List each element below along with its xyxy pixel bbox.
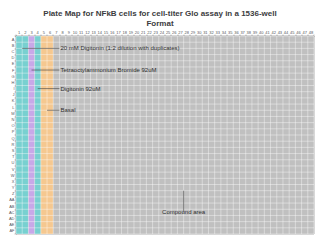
svg-text:4: 4 [37,30,40,35]
svg-text:AE: AE [9,222,15,227]
svg-text:21: 21 [141,30,146,35]
svg-text:20: 20 [135,30,140,35]
svg-text:32: 32 [209,30,214,35]
svg-text:13: 13 [91,30,96,35]
svg-text:45: 45 [290,30,295,35]
svg-text:29: 29 [191,30,196,35]
svg-text:Q: Q [11,136,14,141]
svg-text:39: 39 [253,30,258,35]
svg-text:48: 48 [309,30,314,35]
svg-text:H: H [12,80,15,85]
svg-text:46: 46 [296,30,301,35]
svg-text:22: 22 [147,30,152,35]
svg-text:31: 31 [203,30,208,35]
svg-text:J: J [13,92,15,97]
svg-text:R: R [12,142,15,147]
svg-text:30: 30 [197,30,202,35]
svg-text:41: 41 [265,30,270,35]
svg-text:2: 2 [24,30,27,35]
svg-text:G: G [11,74,14,79]
svg-text:W: W [11,173,15,178]
svg-text:15: 15 [104,30,109,35]
svg-text:Tetraoctylammonium Bromide 92u: Tetraoctylammonium Bromide 92uM [60,67,156,73]
svg-text:M: M [11,111,14,116]
svg-text:AB: AB [9,204,15,209]
svg-text:AC: AC [9,210,15,215]
svg-text:24: 24 [160,30,165,35]
svg-text:34: 34 [222,30,227,35]
svg-text:28: 28 [185,30,190,35]
svg-text:40: 40 [259,30,264,35]
svg-text:47: 47 [302,30,307,35]
svg-text:14: 14 [98,30,103,35]
svg-text:Compound area: Compound area [162,209,206,215]
svg-text:L: L [12,105,15,110]
svg-text:C: C [12,49,15,54]
svg-text:1: 1 [18,30,21,35]
svg-text:38: 38 [247,30,252,35]
svg-text:12: 12 [85,30,90,35]
svg-text:10: 10 [73,30,78,35]
svg-text:33: 33 [216,30,221,35]
svg-text:AD: AD [9,216,15,221]
svg-text:16: 16 [110,30,115,35]
svg-text:26: 26 [172,30,177,35]
svg-text:E: E [12,61,15,66]
svg-text:17: 17 [116,30,121,35]
svg-text:Digitonin 92uM: Digitonin 92uM [60,86,100,92]
svg-text:37: 37 [240,30,245,35]
svg-text:42: 42 [271,30,276,35]
svg-text:Basal: Basal [60,107,75,113]
svg-text:23: 23 [153,30,158,35]
svg-text:S: S [12,148,15,153]
svg-text:X: X [12,179,15,184]
svg-text:F: F [12,68,15,73]
svg-text:AF: AF [9,228,15,233]
svg-text:Format: Format [146,19,173,28]
svg-text:O: O [11,123,14,128]
svg-text:11: 11 [79,30,84,35]
svg-text:U: U [12,160,15,165]
svg-text:6: 6 [49,30,52,35]
svg-text:Plate Map for NFkB cells for c: Plate Map for NFkB cells for cell-titer … [43,9,276,18]
svg-text:Z: Z [12,191,15,196]
svg-text:T: T [12,154,15,159]
svg-text:36: 36 [234,30,239,35]
svg-text:35: 35 [228,30,233,35]
svg-text:19: 19 [129,30,134,35]
svg-text:K: K [12,98,15,103]
svg-text:8: 8 [61,30,64,35]
svg-text:18: 18 [122,30,127,35]
svg-text:B: B [12,43,15,48]
svg-text:20 mM Digitonin (1:2 dilution: 20 mM Digitonin (1:2 dilution with dupli… [60,45,179,51]
svg-text:N: N [12,117,15,122]
svg-text:43: 43 [278,30,283,35]
svg-text:9: 9 [68,30,71,35]
svg-text:Y: Y [12,185,15,190]
svg-text:A: A [12,37,15,42]
svg-text:44: 44 [284,30,289,35]
svg-text:5: 5 [43,30,46,35]
svg-text:P: P [12,129,15,134]
svg-text:V: V [12,167,15,172]
svg-text:AA: AA [9,197,15,202]
svg-text:25: 25 [166,30,171,35]
svg-text:D: D [12,55,15,60]
svg-text:I: I [13,86,14,91]
svg-text:7: 7 [55,30,58,35]
svg-text:27: 27 [178,30,183,35]
svg-text:3: 3 [30,30,33,35]
